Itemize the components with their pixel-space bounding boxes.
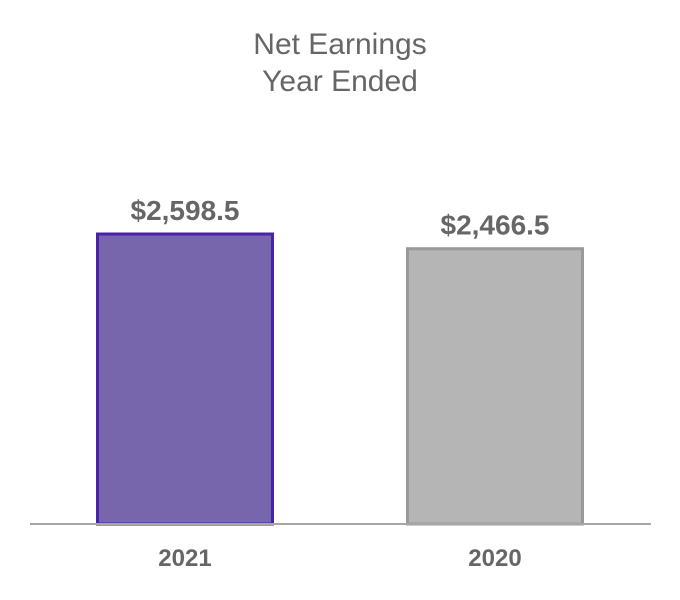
chart-title-line-2: Year Ended [262,65,418,98]
data-label-2020: $2,466.5 [441,210,550,241]
x-tick-label-2020: 2020 [468,545,521,572]
chart-title-line-1: Net Earnings [253,28,427,61]
bar-2021 [96,232,274,526]
x-tick-label-2021: 2021 [158,545,211,572]
bar-2020 [406,247,584,526]
data-label-2021: $2,598.5 [131,195,240,226]
chart-title: Net Earnings Year Ended [0,26,680,100]
